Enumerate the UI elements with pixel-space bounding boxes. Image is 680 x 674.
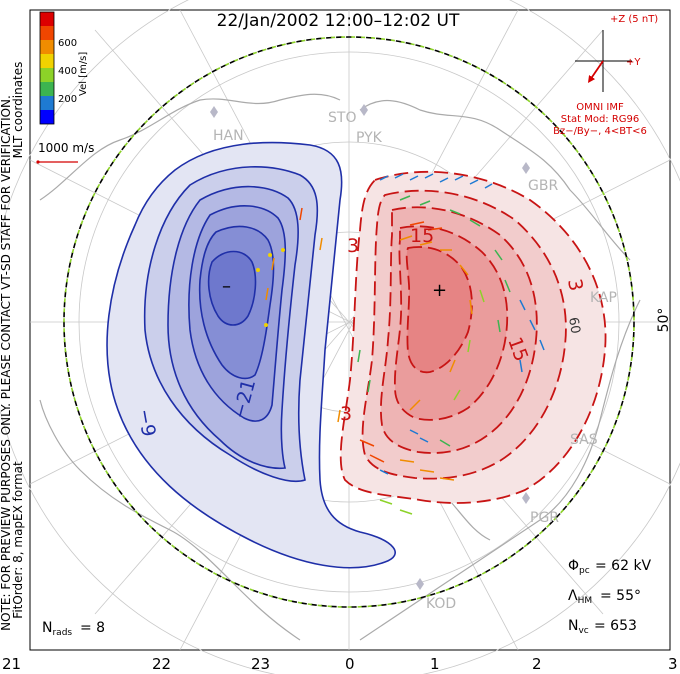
station-han: HAN	[213, 128, 244, 144]
colorbar-seg-3	[40, 68, 54, 82]
imf-clock: +Z (5 nT) +Y OMNI IMF Stat Mod: RG96 Bz−…	[553, 14, 658, 137]
mlt-tick-2: 2	[532, 655, 542, 673]
velocity-vectors	[256, 173, 545, 515]
velocity-scale-label: 1000 m/s	[38, 141, 94, 155]
contour-label-neg-9: −9	[133, 407, 160, 438]
colorbar-tick-600: 600	[58, 38, 77, 49]
colorbar-seg-0	[40, 110, 54, 124]
boundary-circle-green	[63, 36, 635, 608]
colorbar-tick-200: 200	[58, 94, 77, 105]
dusk-contour-6	[207, 250, 257, 326]
colorbar-seg-5	[40, 40, 54, 54]
map-title: 22/Jan/2002 12:00–12:02 UT	[217, 11, 460, 31]
station-labels: HAN STO PYK GBR KAP SAS PGR KOD	[213, 110, 617, 612]
colorbar-seg-2	[40, 82, 54, 96]
imf-source: OMNI IMF	[576, 102, 624, 113]
lat-tick-60: 60	[565, 316, 583, 335]
mlt-axis: 21 22 23 0 1 2 3	[2, 655, 678, 673]
lambda-hm-value: = 55°	[600, 588, 641, 604]
mlt-tick-1: 1	[430, 655, 440, 673]
velocity-scale: 1000 m/s	[36, 141, 94, 164]
contour-label-pos-3-top: 3	[347, 235, 359, 257]
station-kap: KAP	[590, 290, 617, 306]
n-vc-value: = 653	[594, 618, 637, 634]
colorbar-seg-1	[40, 96, 54, 110]
mlt-tick-21: 21	[2, 655, 21, 673]
mlt-tick-0: 0	[345, 655, 355, 673]
imf-y-label: +Y	[626, 57, 641, 68]
mlt-tick-3: 3	[668, 655, 678, 673]
coordinate-note: MLT coordinates	[11, 62, 25, 159]
contour-label-pos-15-top: 15	[410, 225, 434, 247]
station-pyk: PYK	[356, 130, 383, 146]
station-kod: KOD	[426, 596, 456, 612]
mlt-tick-22: 22	[152, 655, 171, 673]
potential-min-marker: –	[222, 276, 231, 297]
mlt-tick-23: 23	[251, 655, 270, 673]
phi-pc-value: = 62 kV	[595, 558, 652, 574]
station-pgr: PGR	[530, 510, 559, 526]
station-sas: SAS	[570, 432, 598, 448]
colorbar-tick-400: 400	[58, 66, 77, 77]
fitorder-note: FitOrder: 8, mapEX format	[11, 461, 25, 619]
n-rads-value: = 8	[80, 620, 105, 636]
dusk-cell	[106, 141, 396, 569]
colorbar-label: Vel [m/s]	[78, 52, 89, 96]
imf-z-label: +Z (5 nT)	[610, 14, 658, 25]
colorbar-seg-6	[40, 26, 54, 40]
contour-label-pos-3-right: 3	[563, 277, 587, 293]
contour-label-pos-3-mid: 3	[340, 403, 352, 425]
colorbar-seg-7	[40, 12, 54, 26]
latitude-label-50: 50°	[656, 308, 672, 333]
preview-note: NOTE: FOR PREVIEW PURPOSES ONLY. PLEASE …	[0, 95, 13, 631]
station-sto: STO	[328, 110, 356, 126]
imf-model: Stat Mod: RG96	[561, 114, 640, 125]
colorbar-seg-4	[40, 54, 54, 68]
potential-max-marker: +	[432, 280, 447, 301]
boundary-circle	[63, 36, 635, 608]
dawn-cell	[339, 170, 607, 504]
imf-condition: Bz−/By−, 4<BT<6	[553, 126, 647, 137]
station-gbr: GBR	[528, 178, 558, 194]
velocity-colorbar: 600 400 200 Vel [m/s]	[39, 11, 89, 125]
